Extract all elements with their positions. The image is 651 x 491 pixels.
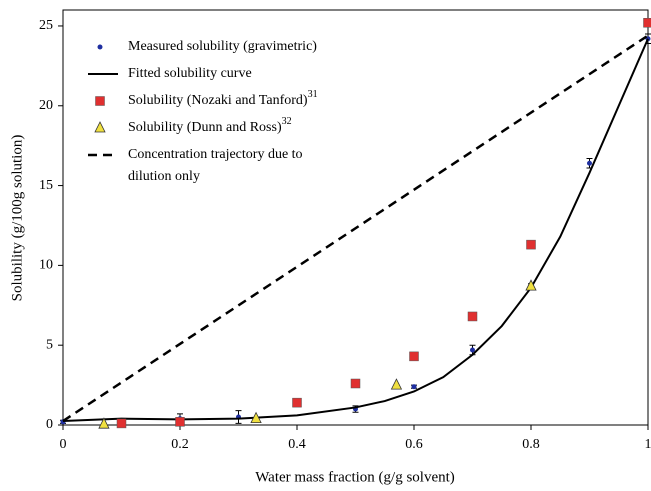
legend-line: Concentration trajectory due to: [128, 147, 303, 162]
y-tick-label: 15: [39, 178, 53, 193]
point: [526, 239, 536, 250]
legend-ref: 31: [308, 89, 318, 100]
legend-label: Solubility (Dunn and Ross)32: [128, 116, 292, 135]
legend-swatch: [95, 96, 105, 106]
x-tick-label: 0.4: [288, 437, 306, 452]
y-tick-label: 25: [39, 18, 53, 33]
x-tick-label: 0.8: [522, 437, 540, 452]
y-tick-label: 5: [46, 337, 53, 352]
x-tick-label: 1: [645, 437, 651, 452]
point: [116, 418, 127, 429]
x-tick-label: 0.2: [171, 437, 189, 452]
x-tick-label: 0: [60, 437, 67, 452]
dilution-line: [62, 34, 649, 423]
point: [525, 279, 537, 291]
fitted-curve: [62, 38, 649, 423]
point: [390, 378, 403, 390]
point: [467, 311, 478, 322]
point: [98, 417, 110, 429]
y-tick-label: 0: [46, 417, 53, 432]
x-axis-label: Water mass fraction (g/g solvent): [255, 469, 455, 485]
legend-swatch: [94, 121, 106, 133]
legend-label: Solubility (Nozaki and Tanford)31: [128, 89, 318, 108]
legend-label: Measured solubility (gravimetric): [128, 39, 317, 54]
point: [250, 411, 262, 424]
point: [643, 18, 651, 28]
point: [409, 351, 419, 362]
x-tick-label: 0.6: [405, 437, 423, 452]
plot-frame: [62, 9, 649, 426]
legend-ref: 32: [282, 116, 292, 127]
y-tick-label: 10: [39, 258, 53, 273]
point: [411, 384, 417, 390]
point: [350, 378, 361, 389]
legend-label: Concentration trajectory due to dilution …: [128, 147, 303, 184]
y-tick-label: 20: [39, 98, 53, 113]
point: [470, 347, 475, 353]
point: [587, 160, 592, 166]
legend-line: dilution only: [128, 169, 200, 184]
point: [175, 417, 185, 427]
legend-swatch: [97, 44, 103, 50]
y-axis-label: Solubility (g/100g solution): [9, 135, 25, 302]
point: [292, 397, 302, 408]
legend-label: Fitted solubility curve: [128, 66, 252, 81]
